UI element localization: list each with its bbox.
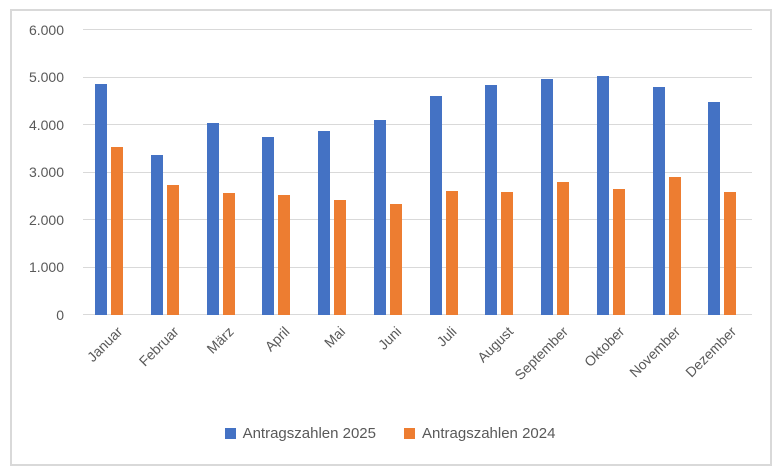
y-axis-tick-label: 3.000 [28, 164, 64, 181]
bar-antragszahlen-2025-juni [373, 120, 386, 315]
gridline [83, 76, 752, 78]
gridline [83, 266, 752, 268]
gridline [83, 219, 752, 221]
bar-antragszahlen-2024-dezember [724, 191, 737, 315]
gridline [83, 314, 752, 316]
bar-antragszahlen-2024-april [278, 194, 291, 315]
legend-item-antragszahlen-2024: Antragszahlen 2024 [404, 425, 555, 442]
y-axis-tick-label: 6.000 [28, 21, 64, 38]
bar-antragszahlen-2025-august [485, 85, 498, 315]
gridline [83, 124, 752, 126]
legend-swatch-icon [224, 428, 236, 439]
bar-antragszahlen-2024-juli [445, 190, 458, 315]
gridline [83, 29, 752, 30]
bar-antragszahlen-2024-august [501, 191, 514, 315]
bar-antragszahlen-2024-juni [389, 203, 402, 315]
y-axis-tick-label: 1.000 [28, 259, 64, 276]
y-axis-tick-label: 2.000 [28, 211, 64, 228]
bar-antragszahlen-2024-märz [222, 192, 235, 315]
y-axis-tick-label: 0 [56, 306, 64, 323]
bar-antragszahlen-2025-dezember [708, 101, 721, 315]
bar-antragszahlen-2024-mai [334, 200, 346, 315]
legend-label: Antragszahlen 2024 [422, 425, 556, 442]
bar-antragszahlen-2024-januar [111, 146, 123, 315]
bar-antragszahlen-2025-märz [206, 123, 219, 315]
bar-antragszahlen-2025-september [541, 79, 553, 315]
bar-antragszahlen-2025-januar [95, 84, 107, 315]
bar-antragszahlen-2025-juli [429, 95, 442, 315]
bar-antragszahlen-2025-november [652, 87, 665, 315]
bar-antragszahlen-2024-oktober [612, 188, 625, 315]
bar-antragszahlen-2024-februar [166, 185, 179, 315]
bar-antragszahlen-2025-mai [318, 131, 330, 315]
bar-antragszahlen-2024-september [557, 181, 569, 315]
gridline [83, 171, 752, 173]
y-axis-tick-label: 4.000 [28, 116, 64, 133]
legend-swatch-icon [404, 428, 415, 439]
bar-antragszahlen-2025-april [262, 136, 275, 315]
legend-item-antragszahlen-2025: Antragszahlen 2025 [224, 425, 376, 442]
bar-antragszahlen-2025-februar [150, 154, 163, 315]
y-axis-tick-label: 5.000 [28, 69, 64, 86]
legend-label: Antragszahlen 2025 [242, 425, 376, 442]
legend: Antragszahlen 2025 Antragszahlen 2024 [0, 425, 780, 442]
bar-antragszahlen-2025-oktober [596, 75, 609, 315]
bar-antragszahlen-2024-november [668, 177, 681, 315]
